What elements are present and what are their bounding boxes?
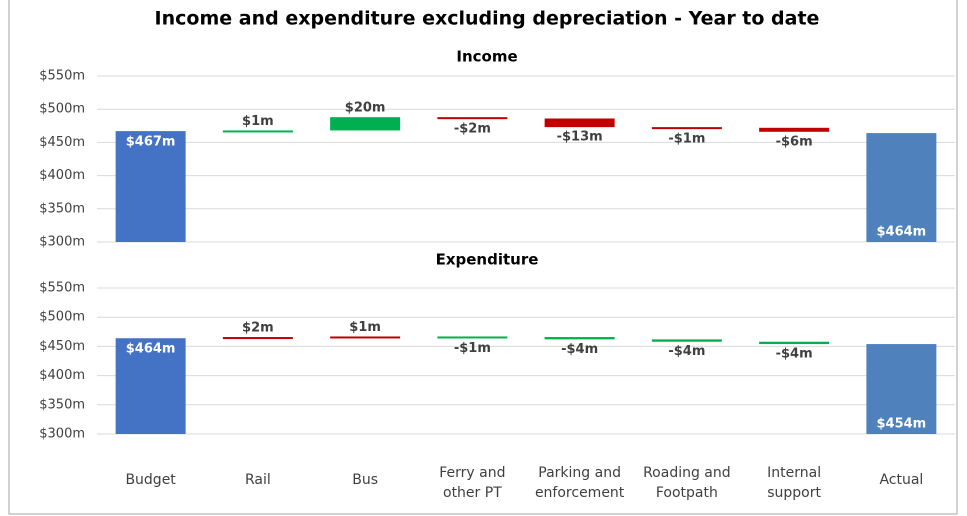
data-label: -$4m	[776, 347, 813, 362]
x-tick-label: Parking and enforcement	[534, 465, 625, 501]
bar	[866, 344, 937, 434]
bar	[651, 339, 722, 342]
y-tick-label: $300m	[39, 427, 85, 442]
data-label: -$1m	[668, 132, 705, 147]
y-tick-label: $450m	[39, 339, 85, 354]
y-tick-label: $350m	[39, 397, 85, 412]
data-label: $454m	[877, 417, 927, 432]
bar	[759, 127, 830, 132]
data-label: -$13m	[557, 130, 603, 145]
data-label: $20m	[345, 101, 386, 116]
y-tick-label: $400m	[39, 168, 85, 183]
data-label: -$6m	[776, 134, 813, 149]
x-tick-label: Rail	[244, 472, 271, 488]
x-tick-label: Ferry and other PT	[439, 465, 506, 501]
frame	[8, 0, 958, 515]
y-tick-label: $300m	[39, 235, 85, 250]
bar	[115, 131, 186, 242]
y-tick-label: $450m	[39, 135, 85, 150]
bar	[222, 130, 293, 133]
bar	[330, 336, 401, 339]
x-tick-label: Internal support	[767, 465, 822, 501]
bar	[437, 336, 508, 339]
y-tick-label: $550m	[39, 281, 85, 296]
y-tick-label: $550m	[39, 69, 85, 84]
bar	[759, 341, 830, 345]
data-label: -$2m	[454, 122, 491, 137]
bar	[437, 117, 508, 120]
panel-title: Expenditure	[436, 251, 539, 269]
x-tick-label: Actual	[879, 472, 924, 488]
y-tick-label: $500m	[39, 102, 85, 117]
y-tick-label: $400m	[39, 368, 85, 383]
x-tick-label: Bus	[352, 472, 379, 488]
data-label: -$1m	[454, 341, 491, 356]
bar	[544, 337, 615, 340]
data-label: -$4m	[668, 344, 705, 359]
bar	[651, 127, 722, 130]
bar	[330, 117, 401, 131]
chart-title: Income and expenditure excluding depreci…	[155, 8, 820, 30]
data-label: -$4m	[561, 342, 598, 357]
y-tick-label: $500m	[39, 310, 85, 325]
bar	[544, 118, 615, 128]
data-label: $1m	[242, 114, 274, 129]
data-label: $464m	[126, 342, 176, 357]
data-label: $1m	[349, 320, 381, 335]
bar	[115, 338, 186, 434]
y-tick-label: $350m	[39, 201, 85, 216]
x-tick-label: Roading and Footpath	[643, 465, 731, 501]
panel-title: Income	[456, 48, 517, 66]
bar	[866, 133, 937, 242]
data-label: $467m	[126, 135, 176, 150]
bar	[222, 337, 293, 340]
data-label: $2m	[242, 321, 274, 336]
data-label: $464m	[877, 225, 927, 240]
x-tick-label: Budget	[125, 472, 176, 488]
